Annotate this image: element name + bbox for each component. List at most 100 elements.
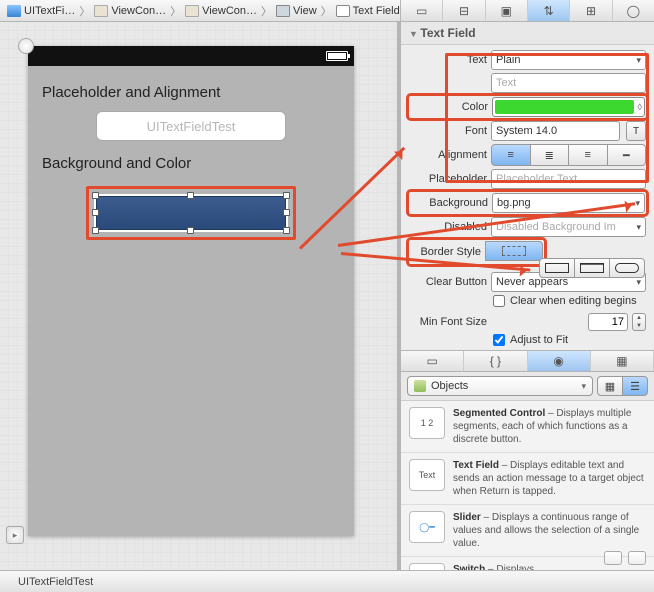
document-outline-button[interactable]: ▸ <box>6 526 24 544</box>
crumb-label: ViewCon… <box>111 5 166 17</box>
resize-handle[interactable] <box>283 209 290 216</box>
resize-handle[interactable] <box>92 209 99 216</box>
section-header: Text Field <box>401 22 654 45</box>
min-font-stepper[interactable]: ▲▼ <box>632 313 646 331</box>
panel-button[interactable] <box>628 551 646 565</box>
resize-handle[interactable] <box>283 192 290 199</box>
text-mode-popup[interactable]: Plain <box>491 50 646 70</box>
object-library-tab[interactable]: ◉ <box>528 351 591 371</box>
attributes-tab[interactable]: ⇅ <box>528 0 570 21</box>
crumb-field[interactable]: Text Field <box>333 5 403 17</box>
library-item-text: Switch – Displays <box>453 563 534 570</box>
border-style-none[interactable] <box>485 241 543 261</box>
alignment-label: Alignment <box>409 149 487 161</box>
resize-handle[interactable] <box>187 227 194 234</box>
canvas-area[interactable]: Placeholder and Alignment UITextFieldTes… <box>0 22 400 570</box>
checkbox-input[interactable] <box>493 334 505 346</box>
library-item-text: Segmented Control – Displays multiple se… <box>453 407 646 446</box>
crumb-label: ViewCon… <box>202 5 257 17</box>
border-style-line[interactable] <box>539 258 575 278</box>
inspector-panel: ▭ ⊟ ▣ ⇅ ⊞ ◯ Text Field Text Plain Text C… <box>400 0 654 570</box>
library-list[interactable]: 1 2 Segmented Control – Displays multipl… <box>401 401 654 570</box>
chevron-right-icon: 〉 <box>78 3 91 19</box>
library-filter-popup[interactable]: Objects▾ <box>407 376 593 396</box>
color-well[interactable]: ◊ <box>492 97 645 117</box>
textfield-placeholder: UITextFieldTest <box>147 119 236 134</box>
border-style-rounded[interactable] <box>609 258 645 278</box>
placeholder-field[interactable]: Placeholder Text <box>491 169 646 189</box>
textfield-bg[interactable] <box>96 196 286 230</box>
view-icon <box>276 5 290 17</box>
resize-handle[interactable] <box>283 227 290 234</box>
min-font-field[interactable] <box>588 313 628 331</box>
resize-handle[interactable] <box>187 192 194 199</box>
background-label: Background <box>410 197 488 209</box>
folder-icon <box>7 5 21 17</box>
font-picker-button[interactable]: T <box>626 121 646 141</box>
library-toolbar: Objects▾ ▦ ☰ <box>401 372 654 401</box>
min-font-label: Min Font Size <box>409 316 487 328</box>
font-field[interactable]: System 14.0 <box>491 121 620 141</box>
crumb-label: UITextFi… <box>24 5 75 17</box>
list-view-button[interactable]: ☰ <box>622 376 648 396</box>
file-inspector-tab[interactable]: ▭ <box>401 0 443 21</box>
crumb-owner[interactable]: ViewCon… <box>182 5 260 17</box>
placeholder-label: Placeholder <box>409 173 487 185</box>
clear-button-label: Clear Button <box>409 276 487 288</box>
adjust-fit-checkbox[interactable]: Adjust to Fit <box>493 334 646 346</box>
media-library-tab[interactable]: ▦ <box>591 351 654 371</box>
crumb-file[interactable]: ViewCon… <box>91 5 169 17</box>
connections-tab[interactable]: ◯ <box>613 0 654 21</box>
checkbox-input[interactable] <box>493 295 505 307</box>
section-title: Placeholder and Alignment <box>28 66 354 111</box>
cube-icon <box>414 380 426 392</box>
panel-button[interactable] <box>604 551 622 565</box>
device-canvas[interactable]: Placeholder and Alignment UITextFieldTes… <box>28 46 354 536</box>
color-label: Color <box>410 101 488 113</box>
grid-view-button[interactable]: ▦ <box>597 376 623 396</box>
identity-tab[interactable]: ▣ <box>486 0 528 21</box>
alignment-segmented[interactable]: ≡ ≣ ≡ ━ <box>491 144 646 166</box>
align-natural[interactable]: ━ <box>607 144 647 166</box>
text-label: Text <box>409 54 487 66</box>
library-view-mode[interactable]: ▦ ☰ <box>597 376 648 396</box>
quick-help-tab[interactable]: ⊟ <box>443 0 485 21</box>
bottom-panel-controls <box>604 550 646 566</box>
resize-handle[interactable] <box>92 227 99 234</box>
align-center[interactable]: ≣ <box>530 144 570 166</box>
inspector-tab-bar: ▭ ⊟ ▣ ⇅ ⊞ ◯ <box>401 0 654 22</box>
align-right[interactable]: ≡ <box>568 144 608 166</box>
library-item[interactable]: Text Text Field – Displays editable text… <box>401 453 654 505</box>
library-item-text: Slider – Displays a continuous range of … <box>453 511 646 550</box>
file-template-tab[interactable]: ▭ <box>401 351 464 371</box>
switch-icon <box>409 563 445 570</box>
size-tab[interactable]: ⊞ <box>570 0 612 21</box>
library-item-text: Text Field – Displays editable text and … <box>453 459 646 498</box>
slider-icon: ◯━ <box>409 511 445 543</box>
close-canvas-button[interactable] <box>18 38 34 54</box>
textfield-icon <box>336 5 350 17</box>
crumb-view[interactable]: View <box>273 5 320 17</box>
font-label: Font <box>409 125 487 137</box>
align-left[interactable]: ≡ <box>491 144 531 166</box>
color-swatch <box>495 100 634 114</box>
library-tab-bar: ▭ { } ◉ ▦ <box>401 350 654 372</box>
library-item[interactable]: 1 2 Segmented Control – Displays multipl… <box>401 401 654 453</box>
segmented-control-icon: 1 2 <box>409 407 445 439</box>
crumb-label: View <box>293 5 317 17</box>
section-title: Background and Color <box>28 141 354 182</box>
crumb-project[interactable]: UITextFi… <box>4 5 78 17</box>
chevron-right-icon: 〉 <box>320 3 333 19</box>
status-bar <box>28 46 354 66</box>
text-value-field[interactable]: Text <box>491 73 646 93</box>
resize-handle[interactable] <box>92 192 99 199</box>
background-combobox[interactable]: bg.png <box>492 193 645 213</box>
chevron-right-icon: 〉 <box>260 3 273 19</box>
textfield-rounded[interactable]: UITextFieldTest <box>96 111 286 141</box>
nib-icon <box>94 5 108 17</box>
disabled-bg-combobox[interactable]: Disabled Background Im <box>491 217 646 237</box>
code-snippet-tab[interactable]: { } <box>464 351 527 371</box>
text-field-icon: Text <box>409 459 445 491</box>
border-style-bezel[interactable] <box>574 258 610 278</box>
clear-editing-checkbox[interactable]: Clear when editing begins <box>493 295 646 307</box>
